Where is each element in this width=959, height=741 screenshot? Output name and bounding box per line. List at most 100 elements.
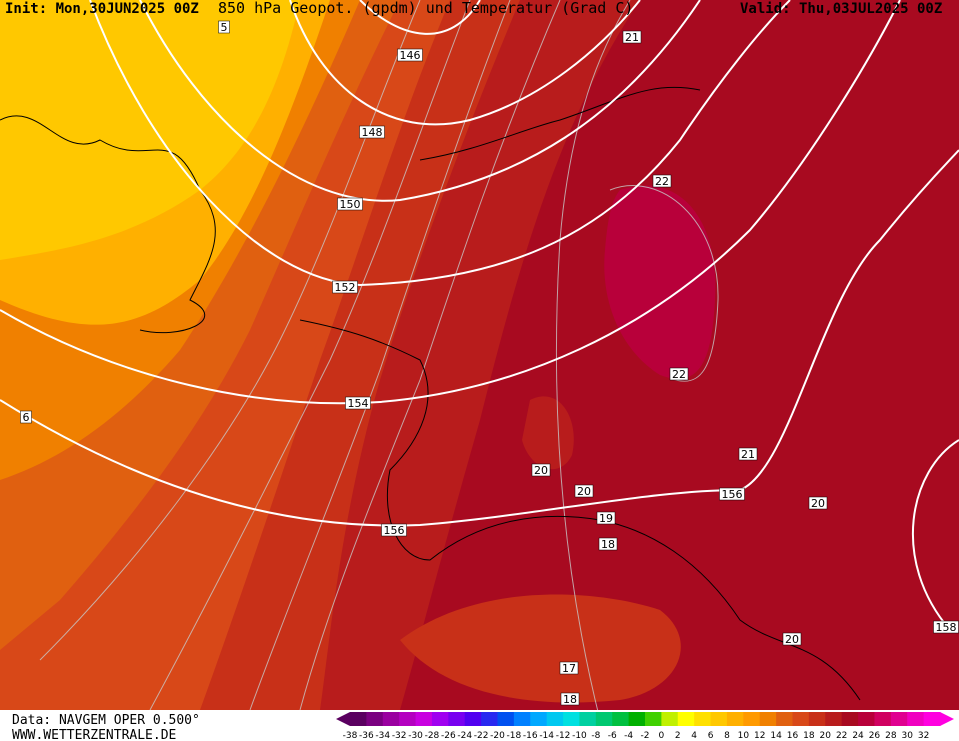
contour-label: 21 bbox=[625, 31, 639, 44]
scale-label: -4 bbox=[624, 731, 633, 741]
scale-cell bbox=[546, 712, 564, 726]
scale-cell bbox=[874, 712, 892, 726]
contour-label-box bbox=[359, 125, 385, 139]
scale-cell bbox=[628, 712, 646, 726]
scale-label: -10 bbox=[572, 731, 587, 741]
scale-cell bbox=[841, 712, 859, 726]
contour-label-box bbox=[652, 174, 672, 188]
scale-cell bbox=[399, 712, 417, 726]
contour-label: 20 bbox=[785, 633, 799, 646]
scale-cell bbox=[743, 712, 761, 726]
scale-label: 0 bbox=[659, 731, 665, 741]
temp-band bbox=[522, 396, 574, 470]
scale-label: 18 bbox=[803, 731, 815, 741]
contour-label-box bbox=[559, 661, 579, 675]
scale-cell bbox=[858, 712, 875, 726]
scale-cell bbox=[726, 712, 744, 726]
contour-label: 22 bbox=[655, 175, 669, 188]
scale-label: 10 bbox=[738, 731, 750, 741]
contour-label: 152 bbox=[335, 281, 356, 294]
contour-label: 150 bbox=[340, 198, 361, 211]
scale-label: -34 bbox=[375, 731, 390, 741]
contour-label-box bbox=[719, 487, 745, 501]
isobar bbox=[289, 0, 641, 126]
isobar bbox=[139, 0, 701, 202]
color-scale: -38 -36 -34 -32 -30 -28 -26 -24 -22 -20 -18 -16 -14-… bbox=[336, 712, 954, 741]
contour-label: 158 bbox=[936, 621, 957, 634]
contour-label: 154 bbox=[348, 397, 369, 410]
scale-label: -18 bbox=[507, 731, 522, 741]
scale-cell bbox=[595, 712, 613, 726]
scale-cell bbox=[808, 712, 826, 726]
isobar bbox=[0, 149, 959, 527]
scale-label: 28 bbox=[885, 731, 897, 741]
isotherm bbox=[39, 0, 421, 661]
contour-label-box bbox=[337, 197, 363, 211]
scale-label: 8 bbox=[724, 731, 730, 741]
scale-label: 12 bbox=[754, 731, 765, 741]
contour-label: 18 bbox=[601, 538, 615, 551]
scale-cell bbox=[497, 712, 515, 726]
scale-label: 24 bbox=[852, 731, 864, 741]
scale-label: -36 bbox=[359, 731, 374, 741]
scale-label: -14 bbox=[539, 731, 554, 741]
scale-cell bbox=[530, 712, 548, 726]
contour-label: 22 bbox=[672, 368, 686, 381]
contour-labels: 5 146 21 148 150 22 152 154 22 6 21 20 20 156 20 156 19 1… bbox=[20, 20, 959, 706]
isobar bbox=[911, 439, 959, 631]
temp-band bbox=[604, 185, 716, 379]
scale-cell bbox=[350, 712, 367, 726]
contour-label: 17 bbox=[562, 662, 576, 675]
contour-label: 18 bbox=[563, 693, 577, 706]
scale-cell bbox=[677, 712, 695, 726]
contour-label: 5 bbox=[221, 21, 228, 34]
contour-label: 21 bbox=[741, 448, 755, 461]
scale-cell bbox=[431, 712, 449, 726]
contour-label-box bbox=[345, 396, 371, 410]
contour-label: 148 bbox=[362, 126, 383, 139]
coastline bbox=[0, 86, 861, 701]
isotherm bbox=[609, 185, 719, 382]
scale-arrow-right bbox=[940, 712, 954, 726]
scale-label: -38 bbox=[343, 731, 358, 741]
scale-cell bbox=[694, 712, 712, 726]
temp-band bbox=[400, 594, 681, 703]
temp-band bbox=[0, 0, 300, 260]
scale-cell bbox=[464, 712, 482, 726]
scale-cell bbox=[366, 712, 384, 726]
scale-label: 4 bbox=[691, 731, 697, 741]
scale-label: -8 bbox=[591, 731, 600, 741]
scale-cell bbox=[563, 712, 580, 726]
scale-cell bbox=[415, 712, 433, 726]
contour-label-box bbox=[560, 692, 580, 706]
data-source: Data: NAVGEM OPER 0.500° bbox=[12, 713, 200, 728]
scale-label: -30 bbox=[408, 731, 423, 741]
contour-label-box bbox=[808, 496, 828, 510]
contour-label: 20 bbox=[534, 464, 548, 477]
isotherm bbox=[299, 0, 561, 711]
scale-label: -28 bbox=[425, 731, 440, 741]
scale-cell bbox=[448, 712, 466, 726]
scale-cell bbox=[513, 712, 531, 726]
init-time: Init: Mon,30JUN2025 00Z bbox=[5, 1, 199, 17]
contour-label-box bbox=[738, 447, 758, 461]
scale-cell bbox=[612, 712, 630, 726]
scale-label: -32 bbox=[392, 731, 407, 741]
scale-cell bbox=[645, 712, 662, 726]
contour-label-box bbox=[218, 20, 230, 34]
scale-cell bbox=[792, 712, 810, 726]
scale-label: 16 bbox=[787, 731, 799, 741]
scale-label: -2 bbox=[641, 731, 650, 741]
isobar bbox=[89, 0, 791, 287]
scale-cell bbox=[923, 712, 941, 726]
scale-label: 32 bbox=[918, 731, 929, 741]
scale-arrow-left bbox=[336, 712, 350, 726]
scale-label: -16 bbox=[523, 731, 538, 741]
scale-label: 2 bbox=[675, 731, 681, 741]
scale-label: 20 bbox=[820, 731, 832, 741]
contour-label-box bbox=[598, 537, 618, 551]
isobar bbox=[0, 0, 901, 405]
contour-label: 19 bbox=[599, 512, 613, 525]
scale-cell bbox=[710, 712, 728, 726]
scale-label: -6 bbox=[608, 731, 617, 741]
